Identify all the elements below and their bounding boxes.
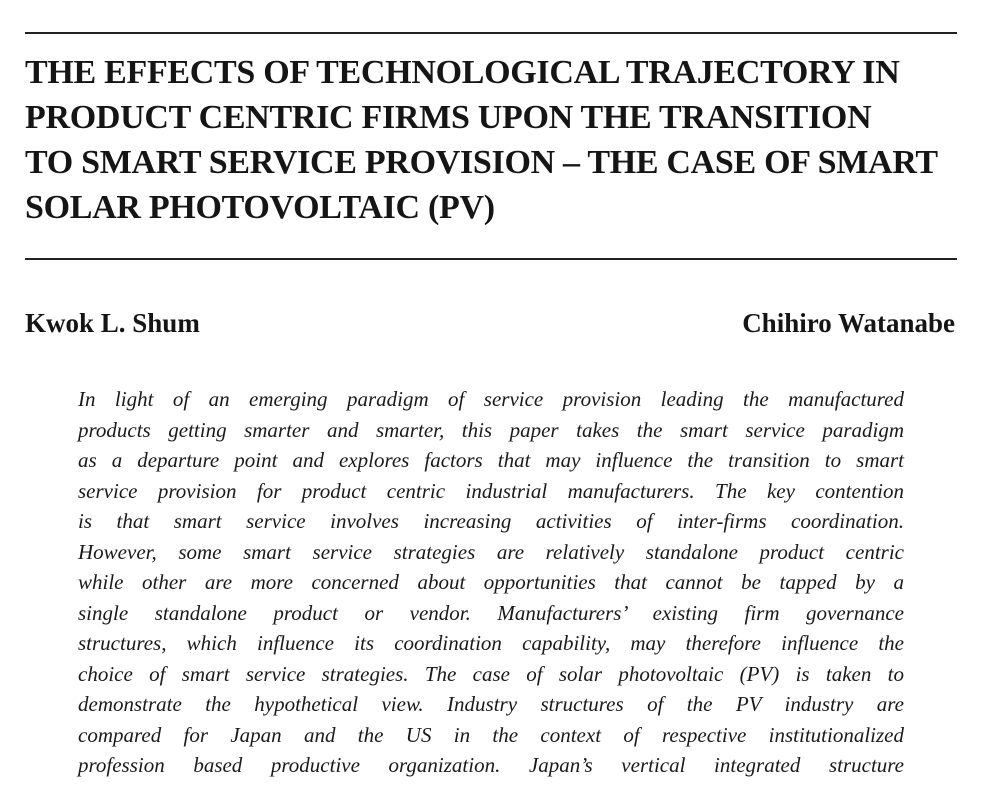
title-line: TO SMART SERVICE PROVISION – THE CASE OF… <box>25 144 938 181</box>
author-name-second: Chihiro Watanabe <box>742 308 955 338</box>
title-bottom-rule <box>25 258 957 260</box>
abstract-line: products getting smarter and smarter, th… <box>78 417 904 442</box>
abstract-line: is that smart service involves increasin… <box>78 509 904 533</box>
abstract-line: structures, which influence its coordina… <box>78 631 904 655</box>
abstract-paragraph: In light of an emerging paradigm of serv… <box>78 384 904 781</box>
title-line: THE EFFECTS OF TECHNOLOGICAL TRAJECTORY … <box>25 54 900 91</box>
author-name-first: Kwok L. Shum <box>25 308 200 338</box>
abstract-line: demonstrate the hypothetical view. Indus… <box>78 692 904 716</box>
abstract-line: However, some smart service strategies a… <box>78 539 904 564</box>
abstract-line: service provision for product centric in… <box>78 478 904 503</box>
paper-title: THE EFFECTS OF TECHNOLOGICAL TRAJECTORY … <box>25 50 965 230</box>
abstract-line: choice of smart service strategies. The … <box>78 661 904 686</box>
abstract-line: single standalone product or vendor. Man… <box>78 600 904 625</box>
abstract-line: In light of an emerging paradigm of serv… <box>78 387 904 411</box>
title-line: PRODUCT CENTRIC FIRMS UPON THE TRANSITIO… <box>25 99 872 136</box>
title-top-rule <box>25 32 957 34</box>
abstract-line: profession based productive organization… <box>78 753 904 777</box>
abstract-line: compared for Japan and the US in the con… <box>78 722 904 747</box>
author-block: Kwok L. Shum Chihiro Watanabe <box>25 305 955 345</box>
title-line: SOLAR PHOTOVOLTAIC (PV) <box>25 189 495 226</box>
abstract-line: while other are more concerned about opp… <box>78 570 904 594</box>
abstract-line: as a departure point and explores factor… <box>78 448 904 472</box>
